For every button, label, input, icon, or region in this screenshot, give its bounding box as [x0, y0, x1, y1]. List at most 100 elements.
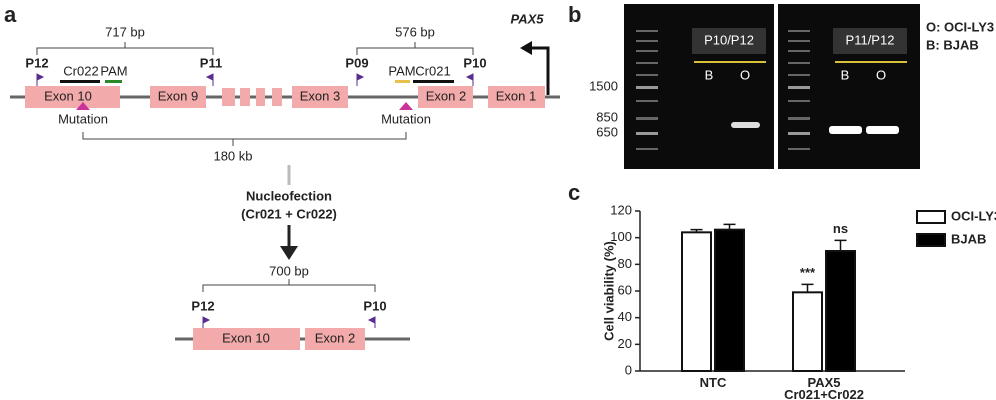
exon — [25, 86, 120, 108]
pam-bar — [105, 80, 122, 83]
ladder-label: 650 — [596, 124, 618, 139]
ladder-band — [636, 40, 658, 42]
exon-label: Exon 2 — [426, 88, 466, 103]
ladder-label: 1500 — [589, 78, 618, 93]
ladder-band — [636, 30, 658, 32]
arrowhead — [280, 246, 298, 260]
ladder-band — [636, 62, 658, 64]
bar — [792, 291, 823, 373]
gene-label: PAX5 — [511, 11, 545, 26]
arrowhead — [520, 41, 532, 55]
exon — [256, 88, 265, 106]
primer-label: P12 — [191, 298, 214, 313]
gel-band — [866, 126, 899, 134]
size-label: 700 bp — [269, 263, 309, 278]
guide-label: Cr021 — [415, 63, 450, 78]
y-axis-label: Cell viability (%) — [601, 241, 616, 341]
ladder-band — [636, 148, 658, 150]
bar — [681, 231, 712, 372]
guide-label: Cr022 — [63, 63, 98, 78]
primer-flag — [465, 73, 474, 86]
gel-band — [829, 126, 862, 134]
ladder-band — [788, 50, 810, 52]
lane-sample: O — [876, 67, 886, 82]
ladder-band — [636, 117, 658, 120]
exon-label: Exon 2 — [315, 330, 355, 345]
lane-sample: O — [740, 67, 750, 82]
bracket — [36, 42, 214, 55]
ladder-band — [636, 132, 658, 135]
panel-label: c — [568, 180, 580, 205]
ladder-band — [788, 148, 810, 150]
panel-b: b 1500 850 650 P10/P12 B O P11/P12 B O O… — [568, 2, 994, 169]
primer-label: P11 — [200, 55, 222, 70]
exon — [193, 328, 300, 350]
ladder-band — [788, 74, 810, 76]
y-tick-label: 80 — [618, 256, 632, 271]
ladder-band — [788, 132, 810, 135]
exon — [150, 86, 206, 108]
y-tick-label: 0 — [625, 362, 632, 377]
ladder-band — [788, 86, 810, 89]
error-bar — [801, 283, 814, 293]
guide-bar — [60, 80, 100, 83]
exon — [418, 86, 473, 108]
exon — [222, 88, 235, 106]
lane-sample: B — [705, 67, 714, 82]
ladder-band — [788, 100, 810, 102]
step-label: (Cr021 + Cr022) — [241, 206, 337, 221]
bracket — [356, 42, 474, 55]
exon — [305, 328, 365, 350]
primer-label: P12 — [25, 55, 48, 70]
exon — [488, 86, 545, 108]
pam-label: PAM — [388, 63, 415, 78]
bracket-label: 717 bp — [105, 24, 145, 39]
primer-flag — [356, 73, 365, 86]
panel-a: a 717 bp 576 bp PAX5 Exon 10 Exon 9 Exon… — [4, 2, 560, 350]
exon-label: Exon 1 — [496, 88, 536, 103]
lane-primers: P10/P12 — [704, 32, 754, 47]
ladder-band — [636, 74, 658, 76]
pam-bar — [395, 80, 410, 83]
legend-swatch — [916, 210, 946, 224]
bar — [825, 250, 856, 372]
ladder-band — [788, 40, 810, 42]
exon — [272, 88, 282, 106]
key-label: B: BJAB — [926, 37, 979, 52]
tss-arrow — [530, 46, 550, 95]
lane-header — [833, 28, 907, 54]
exon-label: Exon 9 — [158, 88, 198, 103]
pam-label: PAM — [100, 63, 127, 78]
exon — [292, 86, 348, 108]
primer-flag — [202, 316, 211, 328]
legend-label: BJAB — [951, 231, 986, 246]
exon-label: Exon 10 — [44, 88, 92, 103]
ladder-band — [788, 62, 810, 64]
mutation-marker — [399, 102, 413, 110]
ladder-band — [788, 30, 810, 32]
guide-bar — [413, 80, 454, 83]
primer-flags — [36, 73, 474, 86]
ladder-band — [788, 117, 810, 120]
primer-label: P10 — [363, 298, 386, 313]
y-tick-label: 100 — [610, 229, 632, 244]
legend-swatch — [916, 233, 946, 247]
exon-label: Exon 3 — [300, 88, 340, 103]
ladder-band — [636, 86, 658, 89]
primer-flag — [367, 316, 376, 328]
mutation-label: Mutation — [58, 111, 108, 126]
bracket — [82, 132, 407, 146]
significance-label: ns — [833, 221, 848, 236]
step-label: Nucleofection — [246, 188, 332, 203]
exon-label: Exon 10 — [222, 330, 270, 345]
span-label: 180 kb — [213, 148, 252, 163]
lane-primers: P11/P12 — [846, 32, 895, 47]
ladder — [636, 30, 810, 150]
error-bar — [834, 239, 847, 251]
legend-label: OCI-LY3 — [951, 208, 996, 223]
ladder-band — [636, 100, 658, 102]
ladder-label: 850 — [596, 109, 618, 124]
bracket — [202, 279, 376, 292]
mutation-marker — [76, 102, 90, 110]
